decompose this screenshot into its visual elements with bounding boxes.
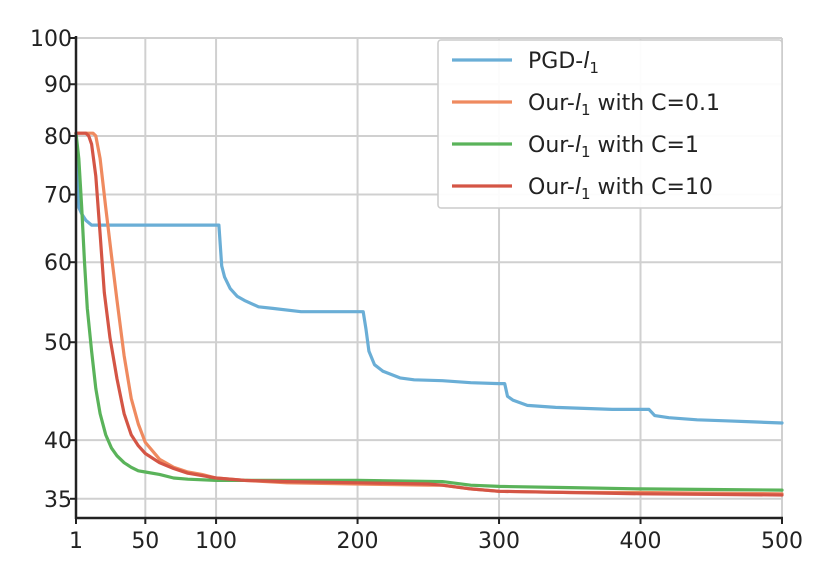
series-line-1 bbox=[74, 131, 784, 425]
axes bbox=[74, 36, 783, 520]
legend-box bbox=[437, 39, 783, 209]
series-line-3 bbox=[74, 131, 784, 492]
series-line-4 bbox=[74, 131, 784, 497]
x-tick-label: 200 bbox=[337, 529, 379, 554]
x-tick-label: 1 bbox=[69, 529, 83, 554]
y-tick-label: 90 bbox=[44, 73, 72, 98]
y-tick-label: 80 bbox=[44, 125, 72, 150]
y-tick-label: 35 bbox=[44, 488, 72, 513]
x-tick-label: 400 bbox=[620, 529, 662, 554]
y-axis-ticks: 35 40 50 60 70 80 90 100 bbox=[30, 27, 76, 513]
y-tick-label: 70 bbox=[44, 184, 72, 209]
legend-label: Our-l1 with C=0.1 bbox=[528, 91, 720, 119]
x-axis-ticks: 1 50 100 200 300 400 500 bbox=[69, 518, 803, 554]
legend-label: Our-l1 with C=1 bbox=[528, 133, 699, 161]
x-tick-label: 500 bbox=[761, 529, 803, 554]
series-lines bbox=[74, 131, 784, 497]
y-tick-label: 60 bbox=[44, 251, 72, 276]
y-tick-label: 40 bbox=[44, 429, 72, 454]
legend-label: PGD-l1 bbox=[528, 49, 599, 77]
y-tick-label: 50 bbox=[44, 331, 72, 356]
x-tick-label: 100 bbox=[195, 529, 237, 554]
y-tick-label: 100 bbox=[30, 27, 72, 52]
x-tick-label: 300 bbox=[478, 529, 520, 554]
legend-label: Our-l1 with C=10 bbox=[528, 175, 713, 203]
x-tick-label: 50 bbox=[131, 529, 159, 554]
legend: PGD-l1 Our-l1 with C=0.1 Our-l1 with C=1 Ou… bbox=[437, 39, 783, 209]
